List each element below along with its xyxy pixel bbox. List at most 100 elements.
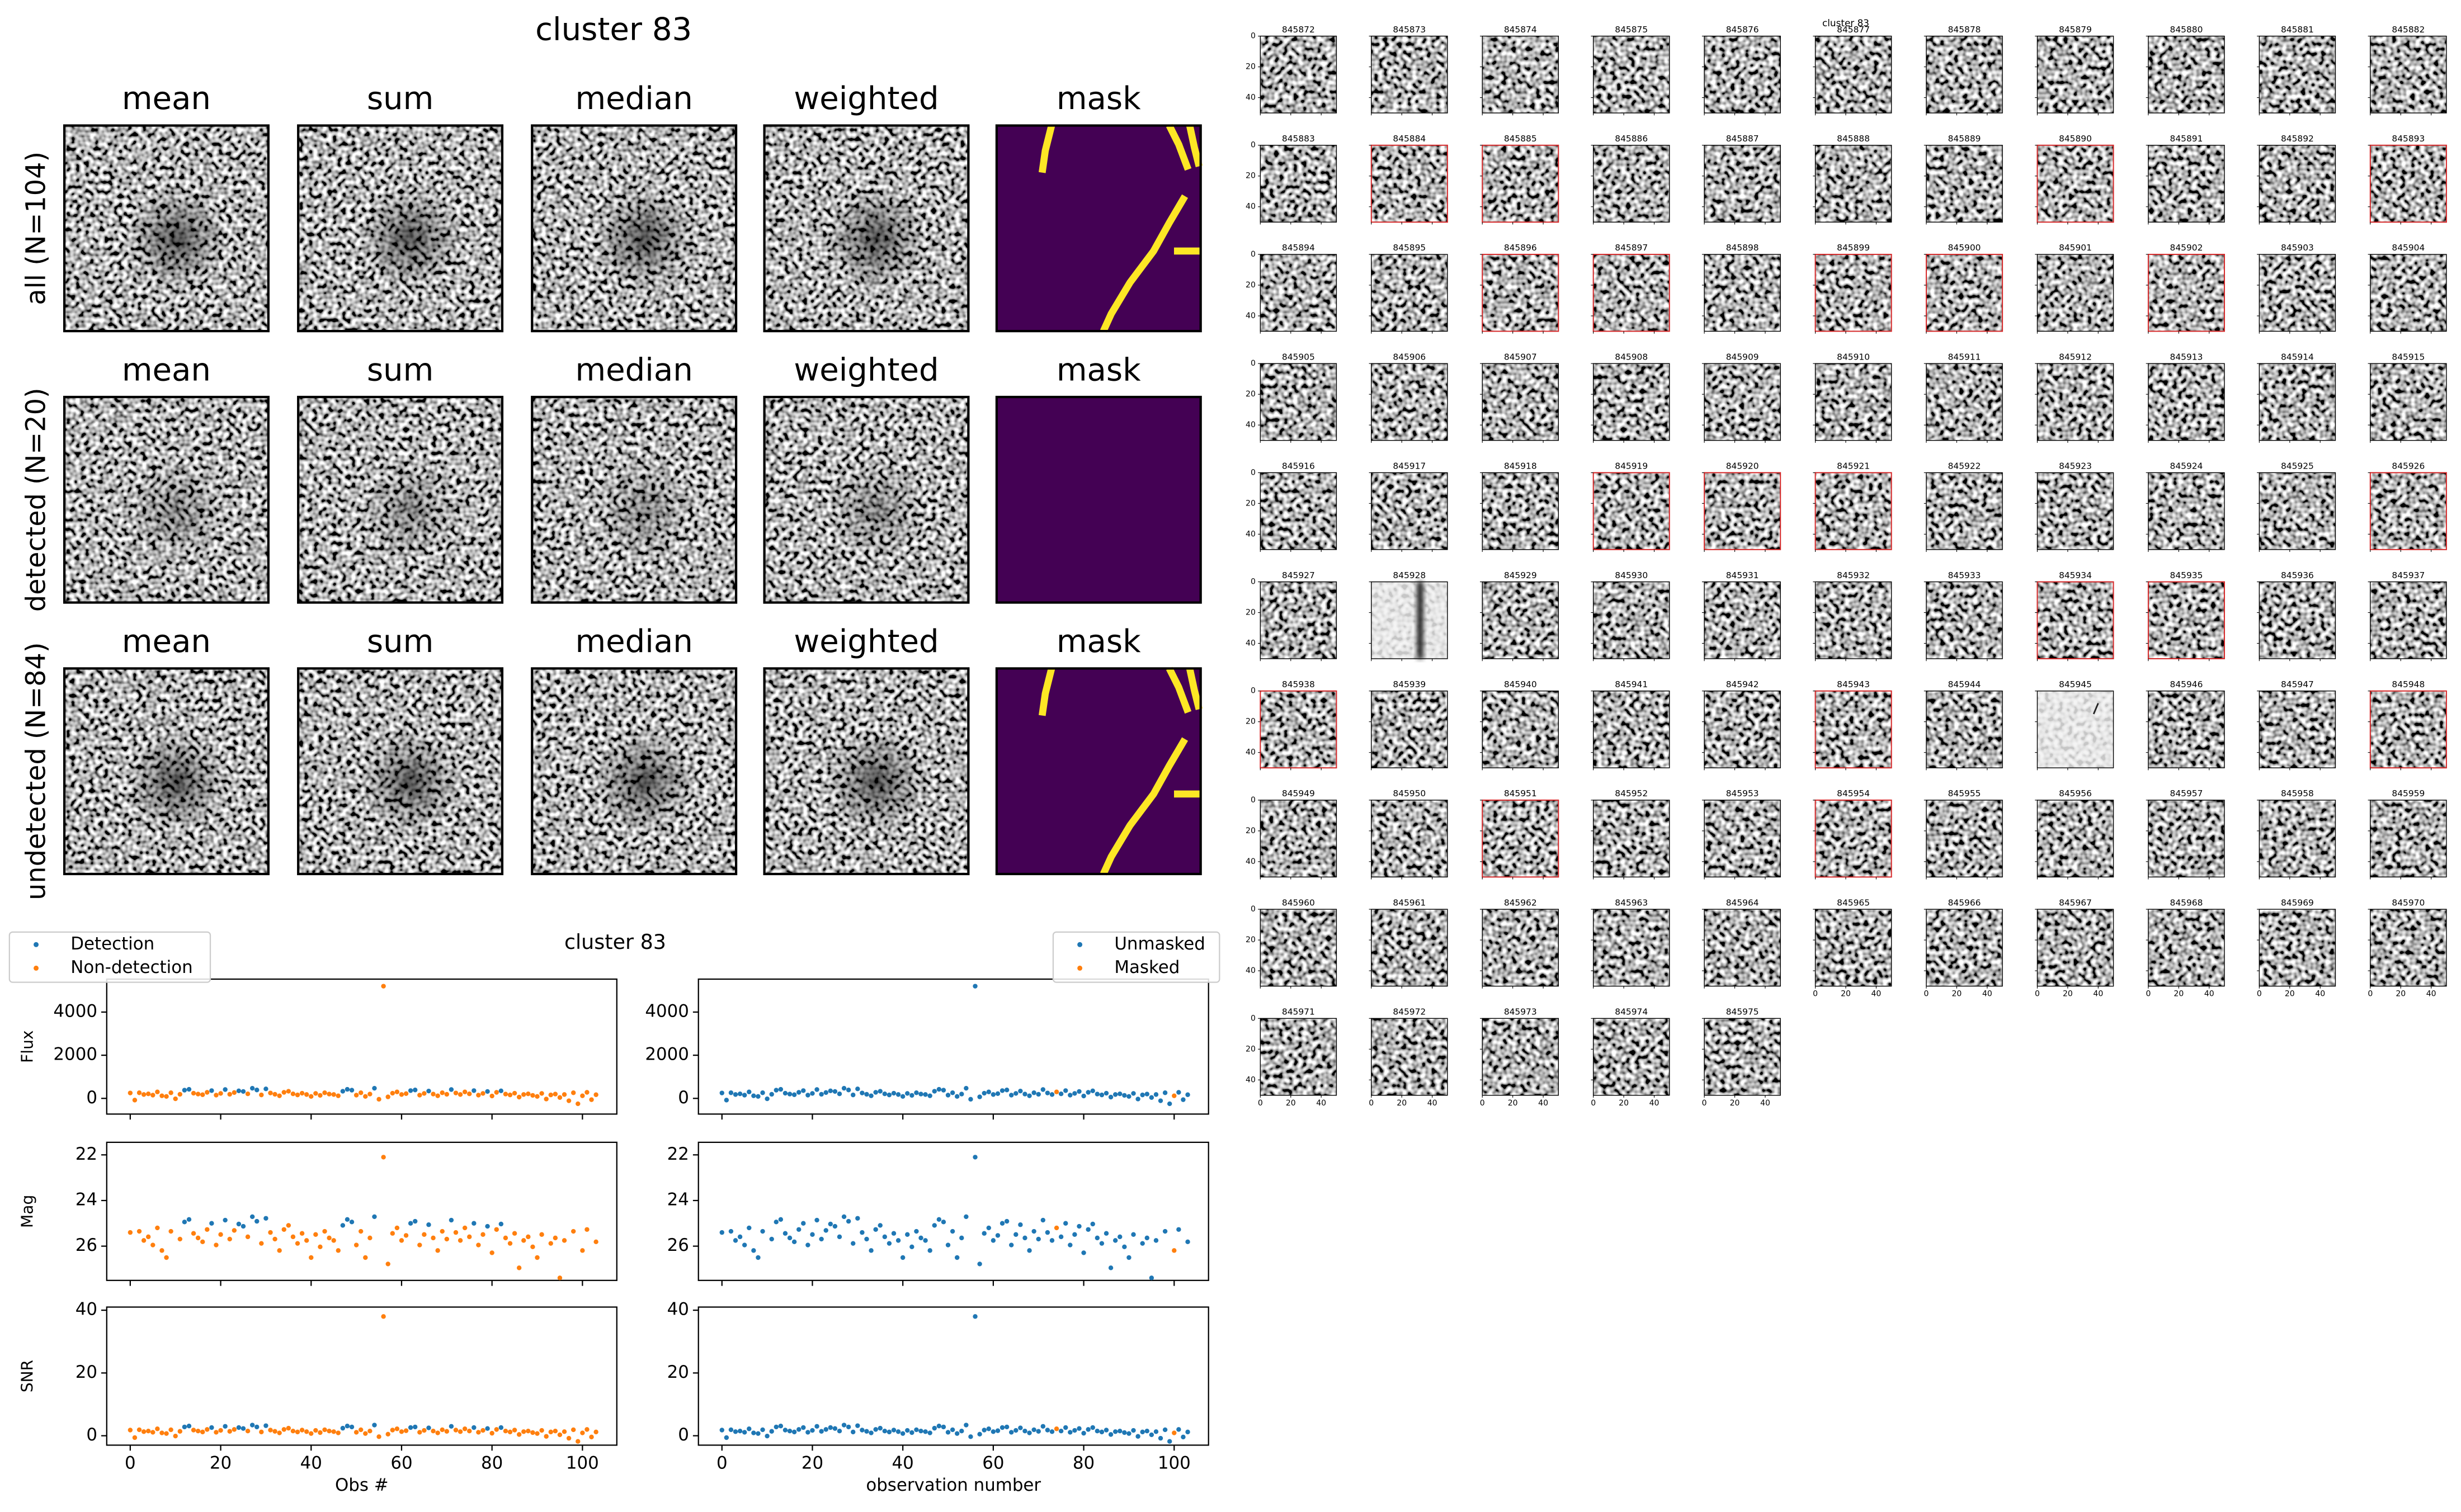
thumbnail-image (1704, 909, 1781, 986)
data-point (353, 1093, 359, 1098)
thumbnail-title: 845960 (1282, 897, 1315, 908)
thumbnail-image (1704, 582, 1781, 659)
data-point (435, 1093, 440, 1098)
data-point (1045, 1090, 1050, 1095)
data-point (1126, 1431, 1132, 1436)
thumbnail-image (1704, 36, 1781, 114)
thumbnail-image (1260, 582, 1337, 659)
data-point (742, 1093, 747, 1098)
thumbnail-frame (2369, 690, 2447, 769)
thumbnail-image (1260, 1018, 1337, 1095)
thumbnail-image (2259, 582, 2336, 659)
thumbnail-title: 845923 (2059, 461, 2092, 471)
data-point (195, 1235, 201, 1241)
y-tick-label: 24 (667, 1189, 689, 1209)
data-point (900, 1255, 906, 1260)
row-label: all (N=104) (21, 152, 51, 305)
thumbnail-image (1260, 363, 1337, 441)
y-tick-label: 0 (86, 1088, 97, 1108)
thumbnail-image (2037, 582, 2114, 659)
data-point (150, 1093, 155, 1098)
source-shadow (532, 125, 737, 332)
data-point (309, 1094, 314, 1099)
data-point (544, 1097, 549, 1102)
thumbnail-image (1482, 145, 1559, 223)
thumbnail-title: 845946 (2170, 679, 2203, 689)
thumbnail-frame (1482, 144, 1559, 223)
data-point (891, 1428, 897, 1433)
data-point (760, 1228, 765, 1234)
data-point (159, 1248, 164, 1253)
data-point (589, 1097, 594, 1102)
data-point (128, 1428, 133, 1433)
data-point (1018, 1088, 1023, 1094)
thumbnail-image (1593, 800, 1670, 877)
data-point (286, 1089, 291, 1094)
data-point (1027, 1248, 1032, 1253)
thumbnail-image (2259, 363, 2336, 441)
data-point (828, 1221, 833, 1227)
data-point (539, 1091, 544, 1096)
data-point (986, 1089, 991, 1094)
thumbnail-x-tick-label: 0 (2368, 990, 2373, 999)
data-point (823, 1090, 828, 1095)
data-point (1072, 1232, 1077, 1237)
column-title: mean (122, 623, 211, 660)
data-point (494, 1427, 499, 1432)
thumbnail-frame (1260, 35, 1337, 114)
thumbnail-frame (1260, 472, 1337, 550)
data-point (909, 1430, 914, 1435)
data-point (309, 1255, 314, 1260)
data-point (796, 1090, 802, 1095)
data-point (1158, 1098, 1163, 1103)
thumbnail-y-tick-label: 40 (1246, 93, 1256, 102)
thumbnail-image (2037, 254, 2114, 332)
data-point (1008, 1430, 1014, 1435)
thumbnail-image (1371, 1018, 1448, 1095)
data-point (909, 1244, 914, 1250)
thumbnail-frame (1371, 691, 1448, 768)
thumbnail-y-tick-label: 40 (1246, 1075, 1256, 1084)
thumbnail-title: 845880 (2170, 25, 2203, 35)
data-point (1081, 1430, 1086, 1436)
data-point (408, 1425, 413, 1430)
data-point (576, 1439, 581, 1444)
legend-box (1052, 931, 1220, 983)
thumbnail-x-tick-label: 20 (1841, 990, 1851, 999)
thumbnail-image (1260, 691, 1337, 768)
thumbnail-title: 845940 (1504, 679, 1537, 689)
thumbnail-image (1260, 472, 1337, 550)
data-point (394, 1225, 400, 1231)
data-point (453, 1090, 459, 1095)
data-point (1086, 1090, 1091, 1095)
data-point (1045, 1428, 1050, 1433)
data-point (553, 1235, 558, 1241)
data-point (1018, 1425, 1023, 1430)
data-point (1153, 1429, 1159, 1434)
data-point (1022, 1092, 1027, 1097)
thumbnail-image (1815, 909, 1892, 986)
data-point (145, 1428, 151, 1434)
data-point (214, 1242, 219, 1248)
data-point (787, 1092, 793, 1097)
thumbnail-title: 845969 (2281, 897, 2314, 908)
data-point (1122, 1430, 1127, 1435)
data-point (814, 1087, 819, 1092)
data-point (444, 1092, 450, 1097)
data-point (503, 1092, 508, 1097)
thumbnail-frame (1814, 581, 1892, 659)
image-frame (763, 395, 970, 604)
data-point (1153, 1092, 1159, 1097)
thumbnail-title: 845913 (2170, 352, 2203, 362)
thumbnail-title: 845920 (1726, 461, 1759, 471)
thumbnail-frame (2370, 363, 2447, 441)
data-point (530, 1430, 535, 1435)
thumbnail-title: 845939 (1393, 679, 1426, 689)
data-point (819, 1092, 824, 1097)
data-point (1108, 1432, 1114, 1437)
data-point (733, 1238, 738, 1243)
thumbnail-title: 845887 (1726, 134, 1759, 144)
column-title: sum (367, 623, 433, 660)
thumbnail-image (1371, 472, 1448, 550)
data-point (864, 1236, 869, 1242)
